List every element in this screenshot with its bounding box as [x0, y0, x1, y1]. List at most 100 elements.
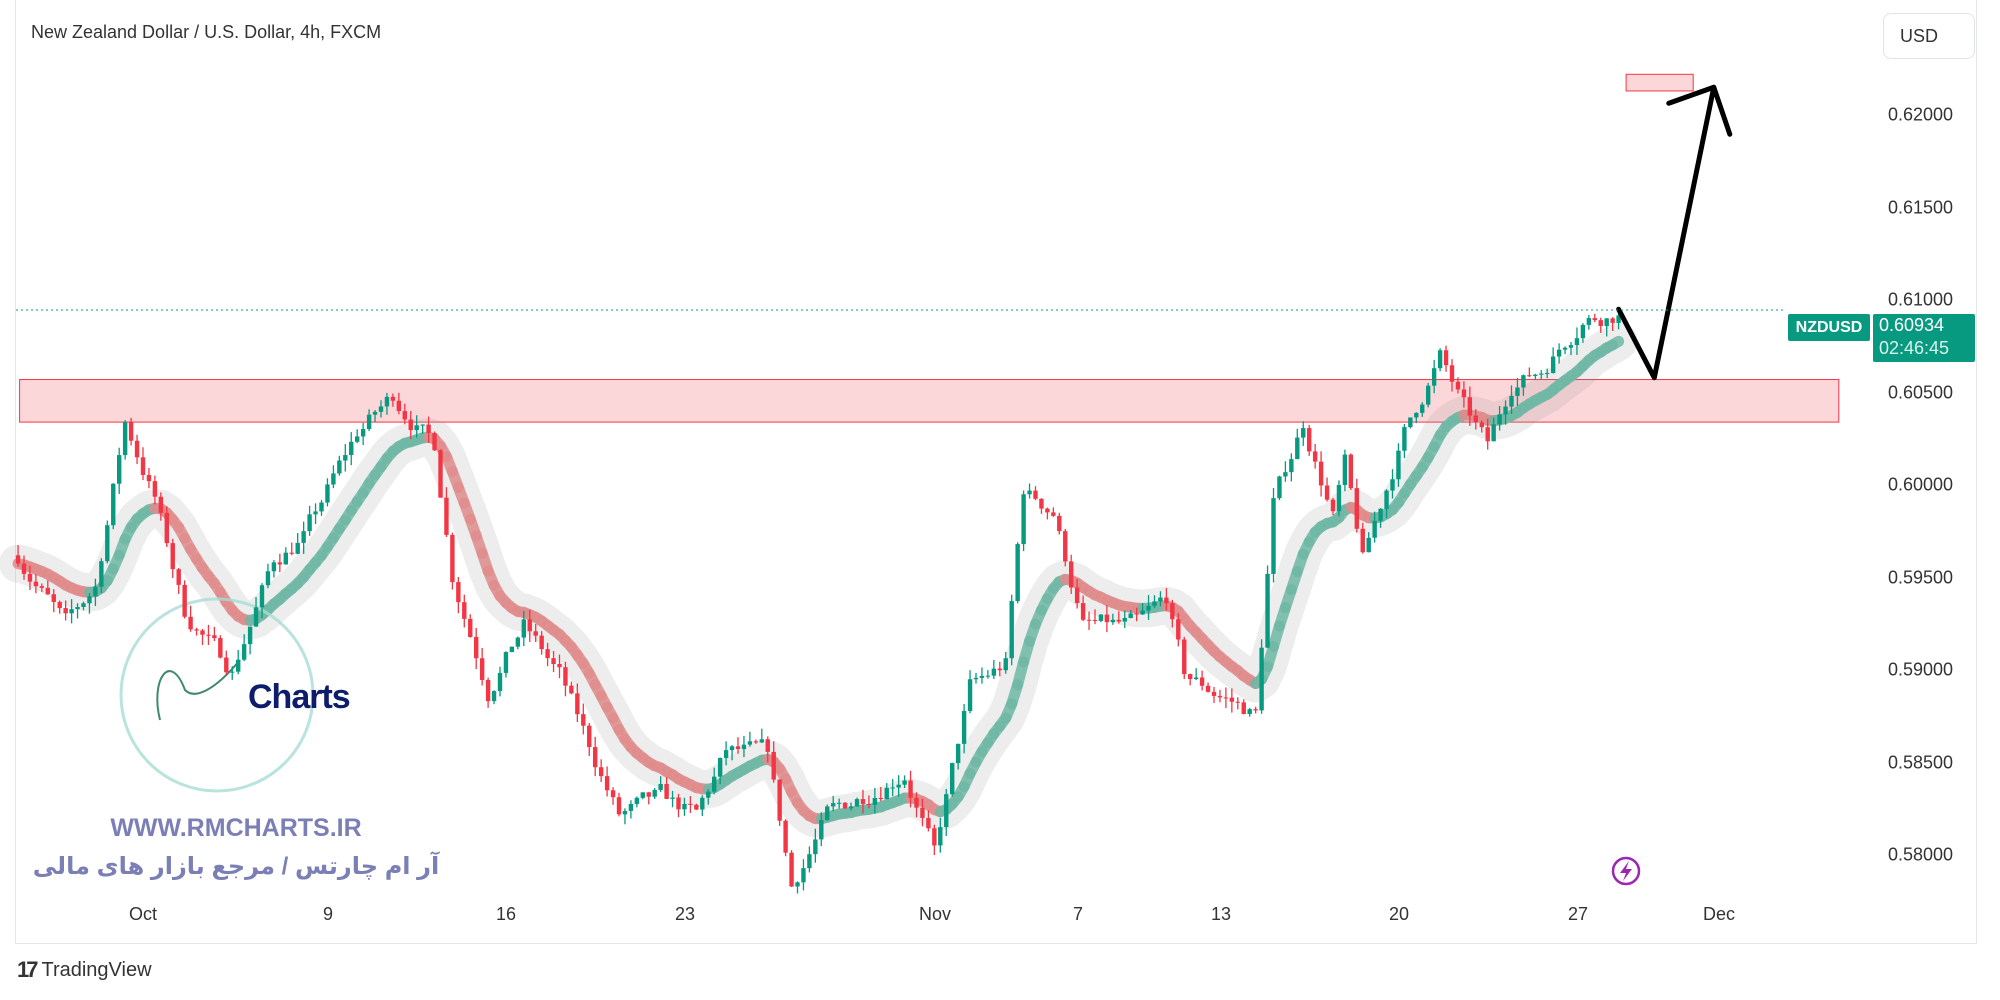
candle-body: [355, 436, 360, 442]
candle: [807, 846, 812, 873]
candle: [1122, 610, 1127, 629]
candle: [33, 574, 39, 594]
candle-body: [664, 783, 669, 799]
tradingview-logo[interactable]: 17 TradingView: [17, 957, 152, 983]
candle-body: [979, 675, 985, 678]
candle: [1021, 490, 1026, 552]
candle-body: [1348, 454, 1354, 489]
candle: [1110, 613, 1116, 625]
candle-body: [1414, 412, 1419, 418]
candle-body: [1110, 619, 1116, 623]
candle: [920, 798, 925, 827]
candle: [21, 555, 27, 580]
candle-body: [1170, 603, 1175, 620]
candle-body: [1390, 479, 1395, 491]
candle: [1378, 508, 1383, 528]
candle-body: [283, 552, 288, 565]
candle-body: [581, 714, 586, 726]
candle: [634, 796, 640, 808]
candle-body: [212, 635, 217, 639]
candle-body: [170, 543, 175, 570]
candle: [122, 420, 128, 460]
candle-body: [1437, 350, 1443, 369]
candle-body: [926, 817, 931, 829]
price-tick: 0.58000: [1888, 844, 1954, 865]
candle-body: [1539, 373, 1544, 375]
candle-body: [1461, 389, 1467, 398]
candle: [729, 745, 735, 761]
candle-body: [1045, 508, 1050, 513]
candle: [1312, 443, 1318, 469]
candle: [1259, 639, 1264, 714]
candle-body: [694, 804, 699, 810]
candle-body: [384, 396, 390, 407]
candle-body: [1562, 347, 1568, 350]
candle: [1342, 449, 1348, 492]
candle: [491, 690, 497, 705]
candle: [836, 798, 842, 809]
candle: [1610, 317, 1615, 331]
candle-body: [973, 677, 979, 680]
candle: [1146, 594, 1151, 620]
candle-body: [1580, 324, 1586, 339]
candle: [1461, 381, 1467, 408]
candle-body: [735, 746, 741, 750]
candle: [1158, 591, 1163, 607]
watermark-url: WWW.RMCHARTS.IR: [110, 814, 362, 842]
candle-body: [628, 803, 634, 811]
candle-body: [1604, 318, 1609, 327]
candle: [479, 647, 485, 686]
candle: [997, 661, 1002, 677]
price-tick: 0.61500: [1888, 197, 1954, 217]
candle: [194, 627, 199, 636]
lightning-icon[interactable]: [1611, 856, 1641, 886]
candle: [1247, 707, 1252, 717]
candle-body: [545, 649, 550, 659]
candle: [1199, 670, 1205, 691]
candle-body: [866, 803, 872, 805]
candle: [1431, 359, 1437, 394]
candle-body: [468, 618, 473, 637]
candle: [253, 597, 259, 627]
candle-body: [1592, 318, 1597, 321]
candle: [1283, 461, 1288, 482]
candle: [259, 583, 265, 619]
candle-body: [997, 668, 1002, 671]
candle: [111, 483, 116, 530]
candle: [349, 432, 354, 466]
candle: [795, 881, 800, 894]
candle: [1604, 318, 1609, 337]
candle: [301, 521, 306, 554]
candle-body: [961, 710, 967, 744]
candle: [485, 677, 491, 708]
candle-body: [700, 797, 705, 810]
candle-body: [914, 797, 919, 808]
candle-body: [658, 783, 663, 790]
candle-body: [99, 561, 104, 587]
candle: [587, 723, 592, 756]
candle-body: [1527, 375, 1532, 377]
candle-body: [503, 652, 509, 673]
candle-body: [1485, 427, 1490, 442]
time-tick: 7: [1072, 904, 1084, 924]
candle: [140, 447, 146, 481]
candle: [563, 661, 568, 697]
candle-body: [1568, 345, 1574, 348]
time-tick: 9: [322, 904, 334, 924]
candle-body: [1372, 520, 1377, 538]
candle-body: [932, 828, 937, 846]
price-tick: 0.62000: [1888, 104, 1954, 125]
currency-button[interactable]: USD: [1883, 13, 1975, 59]
candle: [1271, 488, 1276, 583]
candle: [712, 767, 717, 795]
candle-body: [1408, 417, 1413, 428]
candle-body: [319, 502, 324, 512]
candle-body: [902, 780, 907, 785]
candle-body: [884, 787, 889, 800]
candle-body: [218, 638, 223, 658]
candle-body: [206, 634, 211, 636]
candle: [51, 589, 56, 613]
candle-body: [1598, 320, 1603, 327]
candle-body: [533, 631, 538, 636]
